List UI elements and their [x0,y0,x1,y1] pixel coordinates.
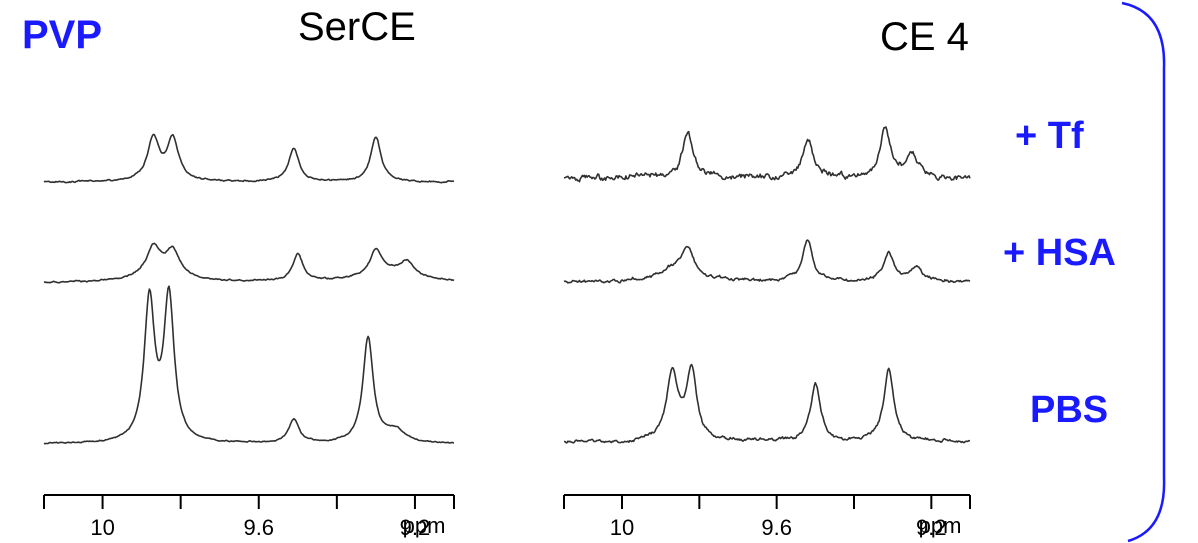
condition-bracket [1121,1,1166,543]
spectrum-trace-tf [563,126,971,183]
spectrum-trace-pbs [43,285,455,445]
x-axis-unit-label: ppm [403,513,446,538]
spectrum-trace-tf [43,133,455,184]
condition-label-tf: + Tf [1015,115,1084,157]
condition-label-hsa: + HSA [1003,232,1116,274]
x-tick-label: 10 [610,515,634,540]
x-tick-label: 9.6 [243,515,274,540]
x-tick-label: 9.2 [916,515,947,540]
condition-label-pbs: PBS [1030,389,1108,431]
spectrum-trace-hsa [563,239,971,284]
x-tick-label: 9.6 [761,515,792,540]
x-axis-unit-label: ppm [919,513,962,538]
panel-title-serce: SerCE [298,5,416,49]
figure-label: PVP [22,13,102,57]
x-tick-label: 10 [90,515,114,540]
x-tick-label: 9.2 [400,515,431,540]
panel-title-ce4: CE 4 [880,15,969,59]
spectrum-trace-hsa [43,242,455,284]
spectrum-trace-pbs [564,363,970,444]
